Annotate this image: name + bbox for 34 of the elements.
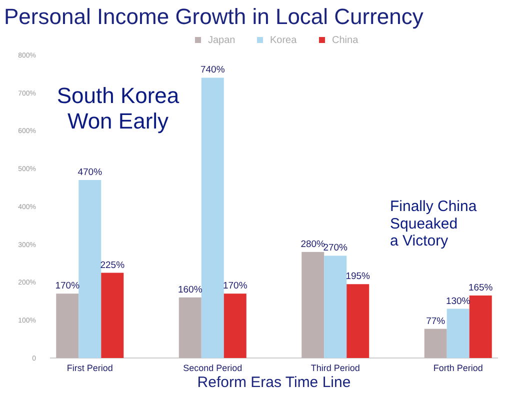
bar: [56, 294, 79, 358]
text: 270%: [323, 242, 348, 254]
x-tick-label: Second Period: [183, 363, 242, 373]
bar: [302, 252, 324, 358]
bar: [101, 272, 124, 358]
bar: [178, 297, 202, 358]
legend-label: Japan: [208, 35, 236, 46]
legend-label: China: [332, 35, 359, 46]
text: 195%: [346, 271, 370, 282]
bar: [346, 284, 370, 358]
text: 170%: [222, 280, 248, 292]
annotation: South Korea Won Early: [56, 83, 180, 134]
bar: [224, 294, 246, 358]
bar: [324, 256, 347, 358]
bar: [469, 296, 492, 358]
bar: [78, 180, 102, 358]
text: 740%: [200, 64, 225, 76]
bar: [446, 308, 470, 358]
x-tick-label: First Period: [66, 363, 113, 373]
chart-title: Personal Income Growth in Local Currency: [4, 4, 424, 29]
text: 170%: [55, 280, 80, 292]
bar: [201, 78, 224, 358]
text: 77%: [426, 316, 446, 327]
text: 470%: [78, 166, 102, 178]
text: 165%: [468, 282, 493, 294]
text: 160%: [178, 284, 202, 296]
x-tick-label: Forth Period: [433, 363, 483, 373]
annotation: Finally China Squeaked a Victory: [390, 198, 478, 250]
legend-label: Korea: [270, 35, 298, 46]
text: 280%: [300, 238, 326, 250]
bar: [424, 328, 447, 358]
x-axis-title: Reform Eras Time Line: [197, 374, 351, 391]
x-tick-label: Third Period: [310, 363, 360, 373]
text: 225%: [100, 260, 125, 271]
